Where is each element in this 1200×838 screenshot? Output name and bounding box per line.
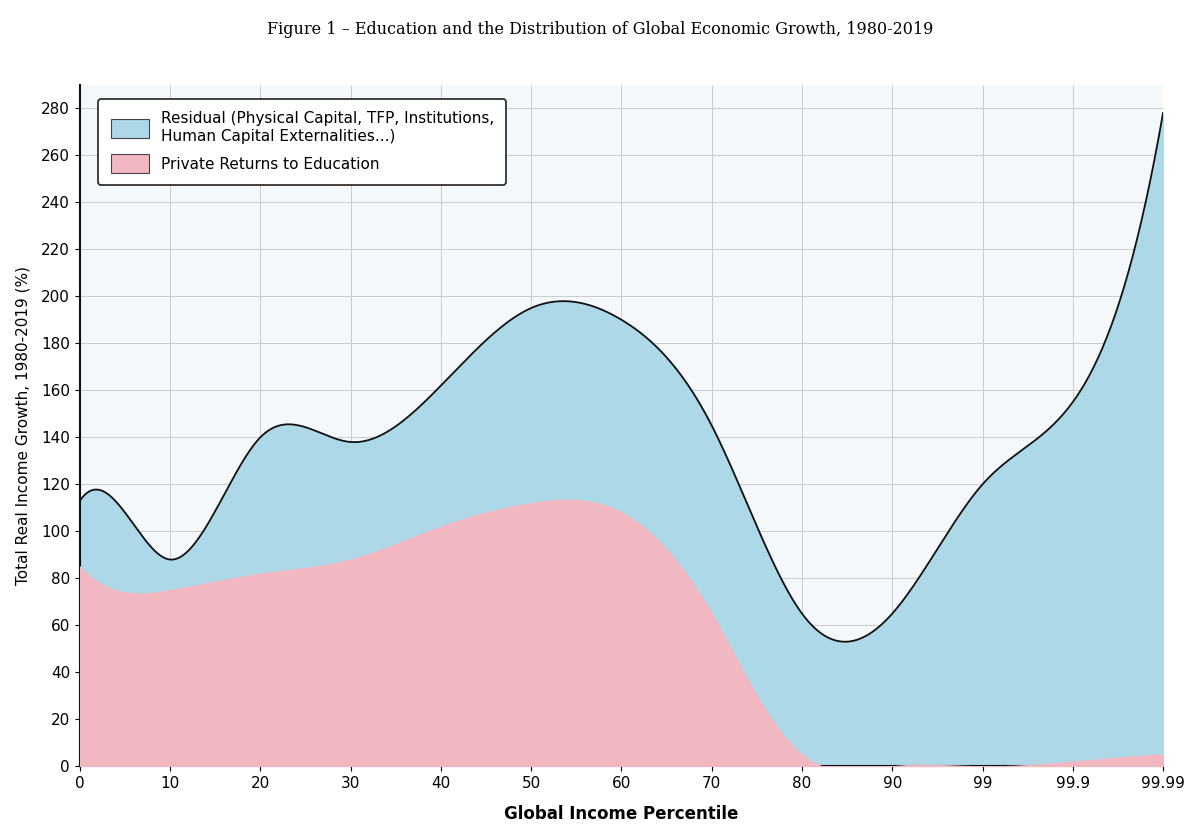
Legend: Residual (Physical Capital, TFP, Institutions,
Human Capital Externalities...), : Residual (Physical Capital, TFP, Institu… (98, 99, 506, 185)
X-axis label: Global Income Percentile: Global Income Percentile (504, 805, 739, 823)
Y-axis label: Total Real Income Growth, 1980-2019 (%): Total Real Income Growth, 1980-2019 (%) (16, 266, 30, 585)
Text: Figure 1 – Education and the Distribution of Global Economic Growth, 1980-2019: Figure 1 – Education and the Distributio… (266, 21, 934, 38)
